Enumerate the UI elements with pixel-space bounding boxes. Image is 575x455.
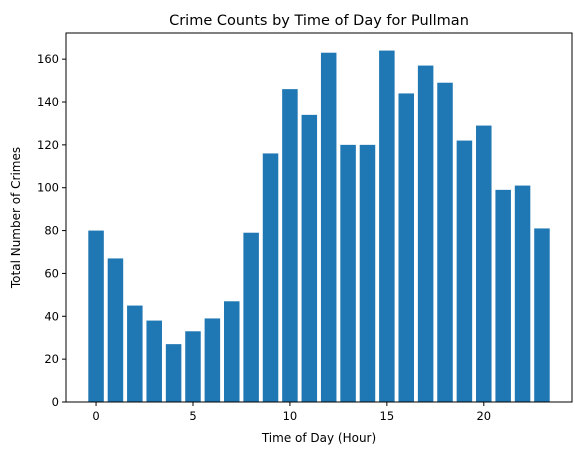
bar-hour-11 xyxy=(301,114,318,403)
bar-hour-2 xyxy=(127,305,143,402)
x-tick-label: 5 xyxy=(189,409,196,423)
bar-hour-6 xyxy=(204,318,221,402)
bar-hour-1 xyxy=(107,258,124,402)
bar-hour-15 xyxy=(379,50,395,402)
bar-hour-19 xyxy=(456,140,473,402)
bar-hour-21 xyxy=(495,189,511,402)
y-tick-label: 60 xyxy=(44,266,59,280)
bar-hour-8 xyxy=(243,232,259,402)
y-tick-label: 140 xyxy=(37,95,59,109)
bar-hour-10 xyxy=(282,89,298,402)
bar-hour-3 xyxy=(146,320,162,402)
y-tick-label: 120 xyxy=(37,138,59,152)
bar-hour-18 xyxy=(437,82,453,403)
bar-hour-9 xyxy=(262,153,279,402)
bar-hour-4 xyxy=(165,344,182,402)
x-tick-label: 10 xyxy=(283,409,298,423)
bar-hour-13 xyxy=(340,144,356,403)
y-tick-label: 40 xyxy=(44,309,59,323)
y-tick-label: 80 xyxy=(44,224,59,238)
x-axis-ticks: 0 5 10 15 20 xyxy=(92,402,491,423)
bar-hour-17 xyxy=(417,65,434,402)
y-axis-label: Total Number of Crimes xyxy=(9,147,23,289)
bar-hour-16 xyxy=(398,93,414,403)
plot-frame xyxy=(65,32,573,403)
y-tick-label: 0 xyxy=(52,395,59,409)
bar-hour-20 xyxy=(476,125,492,402)
y-tick-label: 160 xyxy=(37,52,59,66)
chart-title: Crime Counts by Time of Day for Pullman xyxy=(169,13,469,29)
x-tick-label: 15 xyxy=(380,409,395,423)
y-tick-label: 20 xyxy=(44,352,59,366)
bar-hour-7 xyxy=(224,301,240,402)
bar-hour-14 xyxy=(359,144,376,403)
bar-hour-12 xyxy=(320,52,337,403)
bar-hour-5 xyxy=(185,331,201,402)
x-axis-label: Time of Day (Hour) xyxy=(261,431,376,445)
x-tick-label: 20 xyxy=(476,409,491,423)
bar-hour-0 xyxy=(88,230,104,402)
bars xyxy=(88,50,550,403)
y-axis-ticks: 0 20 40 60 80 100 120 140 160 xyxy=(37,52,66,409)
bar-hour-23 xyxy=(534,228,550,402)
bar-hour-22 xyxy=(514,185,531,402)
x-tick-label: 0 xyxy=(92,409,99,423)
y-tick-label: 100 xyxy=(37,181,59,195)
